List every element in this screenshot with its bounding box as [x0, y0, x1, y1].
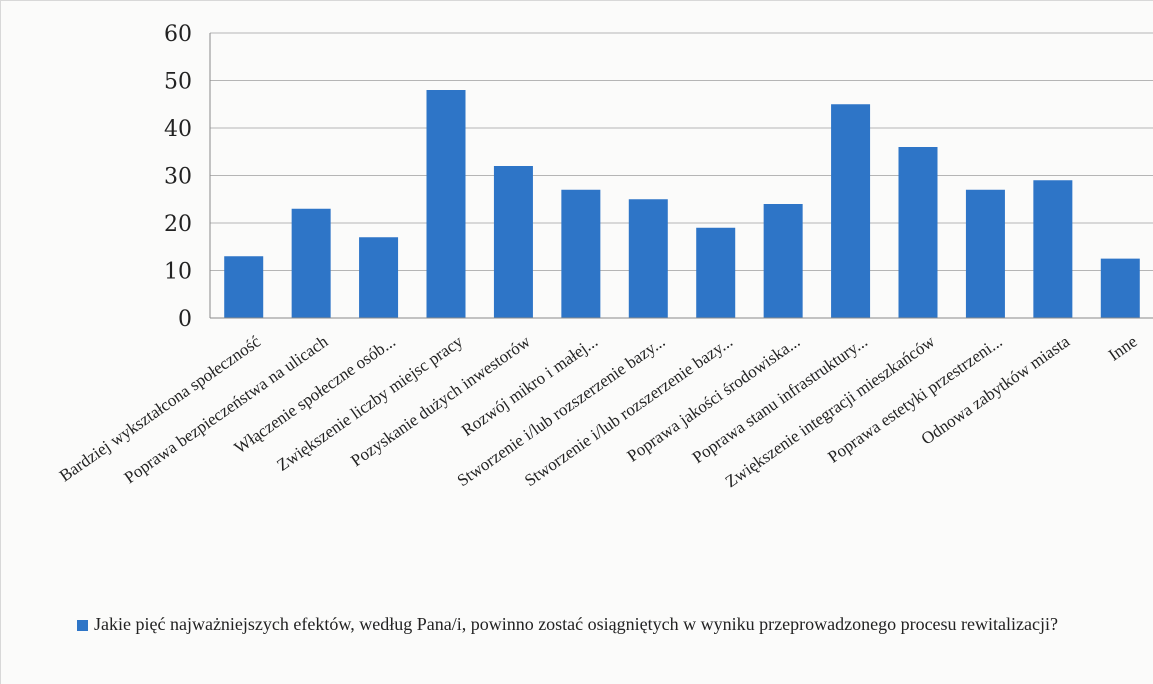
bar [291, 208, 331, 318]
y-tick-label: 0 [178, 307, 192, 332]
bar [1033, 180, 1073, 318]
category-labels: Bardziej wykształcona społecznośćPoprawa… [56, 331, 1141, 491]
bar [493, 166, 533, 318]
bar [1100, 258, 1140, 318]
legend-series-name: Jakie pięć najważniejszych efektów, wedł… [94, 614, 1058, 634]
bar [426, 90, 466, 318]
axes [209, 33, 1153, 319]
y-tick-label: 60 [164, 22, 192, 47]
bar [628, 199, 668, 318]
y-tick-label: 10 [164, 260, 192, 285]
y-tick-label: 40 [164, 117, 192, 142]
y-tick-label: 50 [164, 70, 192, 95]
bars [224, 90, 1140, 318]
y-tick-labels: 0 10 20 30 40 50 60 [164, 22, 192, 332]
bar [696, 227, 736, 318]
bar [224, 256, 264, 318]
bar [763, 204, 803, 318]
bar [965, 189, 1005, 318]
gridlines [210, 32, 1153, 271]
legend-swatch [77, 620, 88, 631]
y-tick-label: 30 [164, 165, 192, 190]
bar [561, 189, 601, 318]
bar [831, 104, 871, 318]
y-tick-label: 20 [164, 212, 192, 237]
legend: Jakie pięć najważniejszych efektów, wedł… [77, 613, 1117, 636]
bar-chart: 0 10 20 30 40 50 60 Bardziej wykształcona społ… [56, 22, 1153, 491]
bar [359, 237, 399, 318]
bar [898, 147, 938, 318]
category-label: Inne [1105, 332, 1141, 365]
